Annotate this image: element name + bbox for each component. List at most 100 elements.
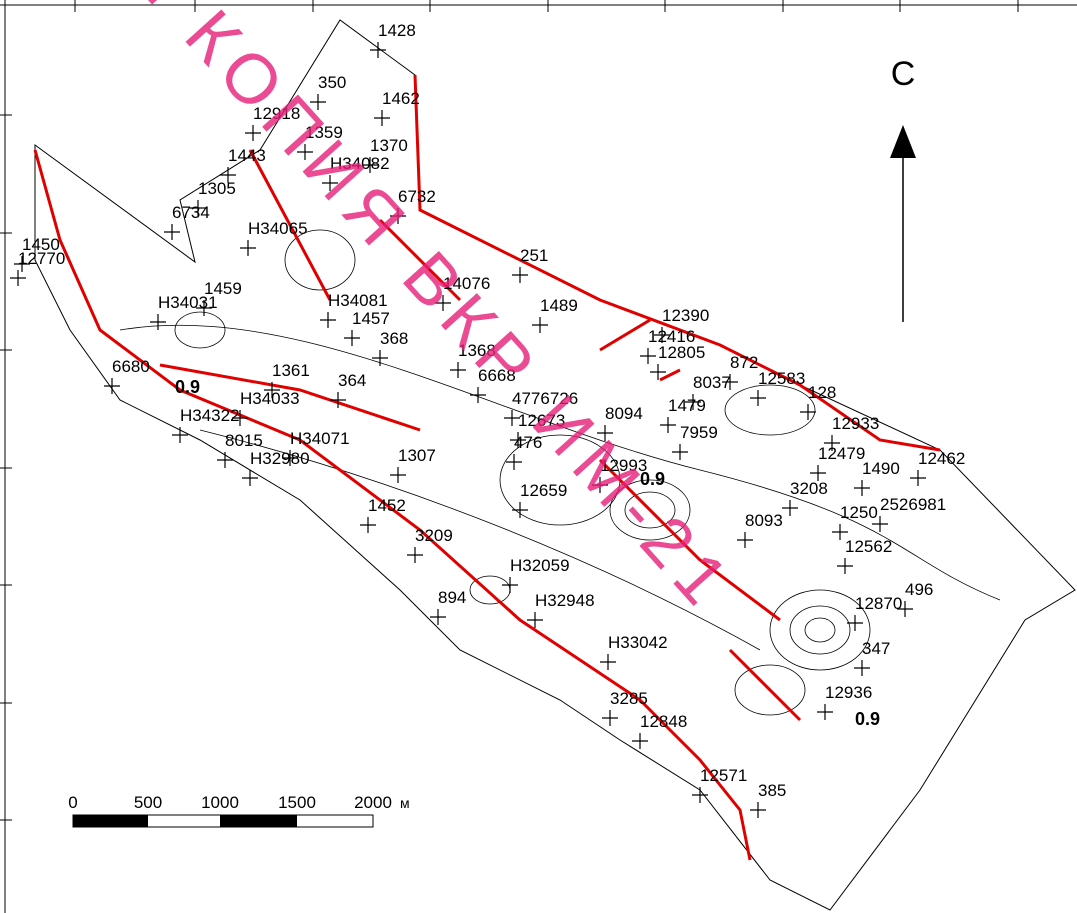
well-label: 1250 [840,503,878,522]
well-label: 12870 [855,594,902,613]
frame [0,0,1077,913]
well-label: 12390 [662,306,709,325]
well-marker [847,615,863,631]
well-marker [910,470,926,486]
well-marker [374,110,390,126]
well-label: 1370 [370,136,408,155]
well-label: 6680 [112,357,150,376]
well-marker [360,517,376,533]
contour-label: 0.9 [175,377,200,397]
well-marker [532,317,548,333]
well-marker [370,42,386,58]
north-arrow: С [890,55,916,322]
well-label: H34031 [158,293,218,312]
well-label: 368 [380,329,408,348]
well-label: 7959 [680,423,718,442]
well-marker [242,470,258,486]
well-marker [512,267,528,283]
well-label: 12479 [818,444,865,463]
well-marker [640,348,656,364]
well-label: H34071 [290,429,350,448]
well-marker [150,314,166,330]
scale-bar: 0 500 1000 1500 2000 м [68,793,409,827]
well-label: 12562 [845,537,892,556]
well-marker [390,467,406,483]
well-marker [854,660,870,676]
well-label: 128 [808,383,836,402]
well-label: 2526981 [880,495,946,514]
well-label: 496 [905,580,933,599]
well-label: 12462 [918,449,965,468]
well-marker [407,547,423,563]
well-label: 12571 [700,766,747,785]
well-label: H32948 [535,591,595,610]
north-label: С [891,55,916,93]
well-marker [344,330,360,346]
well-label: 1489 [540,296,578,315]
scale-label: 1000 [201,793,239,812]
well-marker [512,502,528,518]
well-label: 1443 [228,146,266,165]
contour-label: 0.9 [855,709,880,729]
well-marker [750,802,766,818]
well-label: 1307 [398,446,436,465]
well-label: H34065 [248,219,308,238]
well-marker [240,240,256,256]
scale-label: 500 [134,793,162,812]
well-label: 8015 [225,431,263,450]
scale-label: 2000 [354,793,392,812]
well-marker [602,710,618,726]
well-label: 1479 [668,396,706,415]
well-label: H32059 [510,556,570,575]
well-label: H32980 [250,449,310,468]
faults [35,75,940,860]
well-label: 872 [730,353,758,372]
scale-label: 1500 [278,793,316,812]
well-label: 894 [438,588,466,607]
well-marker [800,404,816,420]
well-marker [750,390,766,406]
well-marker [320,312,336,328]
well-marker [172,427,188,443]
well-label: 12583 [758,369,805,388]
well-label: 385 [758,781,786,800]
well-label: 3209 [415,526,453,545]
well-label: 6734 [172,203,210,222]
map: С 0500100015002000м 14283501462129181359… [0,0,1077,913]
well-label: 251 [520,246,548,265]
well-label: 8037 [693,373,731,392]
well-label: H33042 [608,633,668,652]
well-marker [660,417,676,433]
well-label: 12659 [520,481,567,500]
well-label: 347 [862,639,890,658]
well-label: 12770 [18,249,65,268]
well-marker [692,787,708,803]
well-label: 1490 [862,459,900,478]
well-marker [164,224,180,240]
well-label: 3208 [790,479,828,498]
scale-unit: м [400,795,410,811]
well-marker [837,558,853,574]
well-marker [817,704,833,720]
well-label: 12933 [832,414,879,433]
well-marker [854,480,870,496]
well-marker [672,444,688,460]
well-label: 1361 [272,361,310,380]
well-label: 3285 [610,689,648,708]
well-label: 1305 [198,179,236,198]
well-marker [372,350,388,366]
well-marker [600,654,616,670]
well-label: 12805 [658,343,705,362]
well-label: H34081 [328,291,388,310]
scale-label: 0 [68,793,77,812]
well-label: H34033 [240,389,300,408]
contour-label: 0.9 [640,469,665,489]
wells: 142835014621291813591370H340821443130567… [10,21,965,818]
well-label: 1462 [382,89,420,108]
well-marker [737,532,753,548]
well-marker [502,577,518,593]
well-marker [217,452,233,468]
well-label: 8093 [745,511,783,530]
well-label: 1457 [352,309,390,328]
well-label: 12936 [825,683,872,702]
